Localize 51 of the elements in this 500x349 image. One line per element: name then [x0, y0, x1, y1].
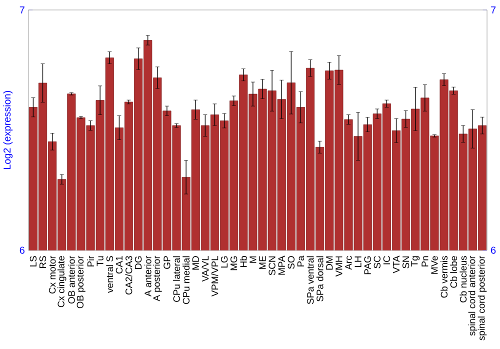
x-tick-label: LS — [30, 256, 37, 266]
x-tick-label: OB posterior — [76, 256, 86, 308]
x-tick-label: ME — [259, 256, 266, 270]
x-tick-label: Pir — [87, 256, 94, 266]
x-tick-label: Cx cingulate — [57, 256, 66, 308]
x-tick-label: SC — [374, 256, 380, 268]
x-tick-label: Cx motor — [48, 256, 56, 294]
x-tick-label: VTA — [393, 256, 400, 274]
x-tick-label: CPu lateral — [173, 256, 180, 302]
x-tick-label: Pa — [297, 256, 304, 266]
x-tick-label: Hb — [240, 256, 247, 267]
x-tick-label: LG — [220, 256, 228, 268]
x-tick-label: Cb nucleus — [460, 256, 467, 302]
x-tick-label: MVe — [431, 256, 438, 274]
x-tick-label: VMH — [336, 256, 342, 277]
x-tick-label: CA1 — [116, 256, 123, 274]
y-axis-title: Log2 (expression) — [3, 91, 13, 170]
x-tick-label: RS — [39, 256, 46, 268]
x-tick-label: ventral S — [106, 256, 114, 293]
x-tick-label: Cb vermis — [440, 256, 448, 298]
x-tick-label: OB anterior — [68, 256, 75, 304]
x-tick-label: SN — [402, 256, 410, 268]
x-tick-label: M — [250, 256, 256, 263]
x-tick-label: DM — [326, 256, 333, 270]
x-tick-label: VA/VL — [202, 256, 209, 282]
x-tick-label: IC — [383, 256, 390, 264]
x-tick-label: spinal cord posterior — [478, 256, 487, 340]
x-tick-label: Tg — [411, 256, 420, 266]
x-tick-label: MD — [192, 256, 199, 270]
x-tick-label: PAG — [364, 256, 371, 274]
x-tick-label: SPa ventral — [306, 256, 314, 304]
x-tick-label: CA2/CA3 — [125, 256, 132, 295]
x-tick-label: A anterior — [144, 256, 152, 297]
x-tick-label: MPA — [278, 256, 285, 275]
x-tick-label: DG — [134, 256, 142, 270]
x-tick-label: Arc — [345, 256, 352, 270]
x-tick-label: CPu medial — [182, 256, 190, 304]
x-tick-label: A posterior — [153, 256, 162, 302]
x-tick-label: SO — [288, 256, 295, 269]
y2-tick-label: 7 — [491, 6, 496, 14]
x-tick-label: GP — [164, 256, 170, 269]
x-tick-label: Pn — [422, 256, 428, 266]
x-tick-label: SPa dorsal — [316, 256, 324, 302]
x-tick-label: SCN — [268, 256, 276, 276]
x-tick-label: spinal cord anterior — [468, 256, 478, 336]
y2-tick-label: 6 — [491, 246, 496, 254]
x-tick-label: LH — [354, 256, 362, 267]
x-tick-label: Cb lobe — [450, 256, 458, 288]
x-tick-label: VPM/VPL — [211, 256, 218, 297]
x-tick-label: Tu — [96, 256, 104, 266]
x-tick-label: MG — [230, 256, 238, 270]
